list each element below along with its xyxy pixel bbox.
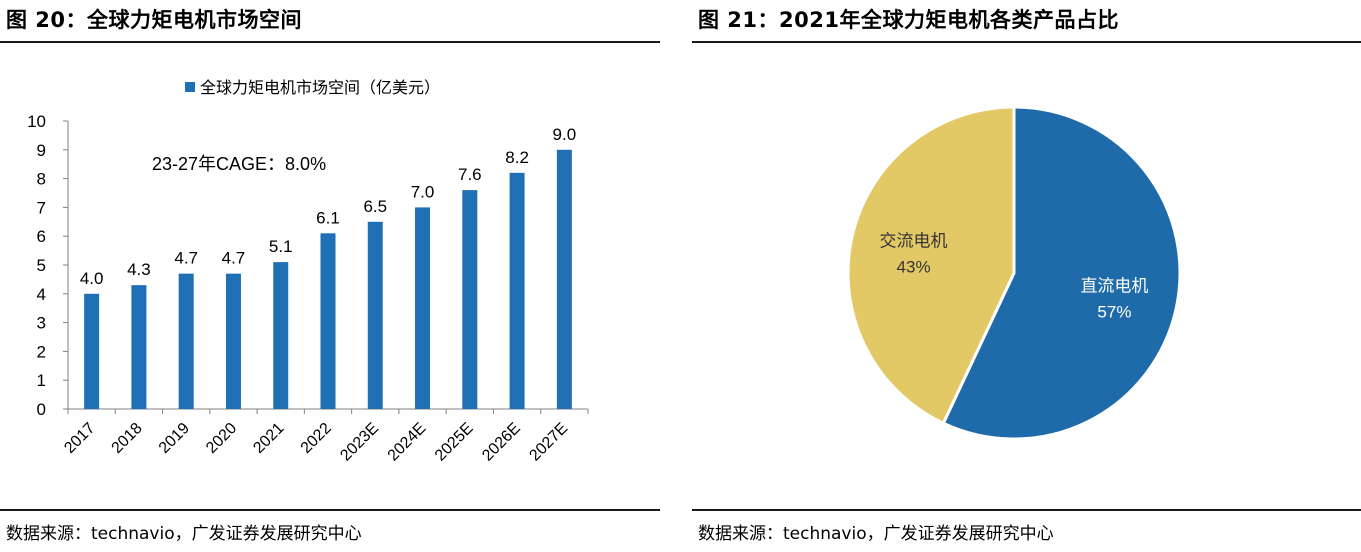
- data-label: 7.0: [411, 182, 435, 201]
- pie-chart-panel: 图 21：2021年全球力矩电机各类产品占比 直流电机 57% 交流电机 43% 数据…: [692, 0, 1361, 552]
- title-rule: [0, 41, 660, 43]
- bar: [320, 233, 336, 409]
- x-tick-label: 2020: [203, 420, 240, 457]
- bar: [84, 293, 100, 409]
- data-label: 4.0: [80, 269, 104, 288]
- bar: [367, 221, 383, 409]
- y-tick-label: 10: [27, 112, 46, 131]
- data-label: 5.1: [269, 237, 293, 256]
- bar: [462, 190, 478, 409]
- x-tick-label: 2026E: [479, 420, 524, 465]
- x-tick-label: 2018: [109, 420, 146, 457]
- y-tick-label: 8: [37, 170, 46, 189]
- bar: [556, 149, 572, 410]
- x-tick-label: 2022: [298, 420, 335, 457]
- data-label: 7.6: [458, 165, 482, 184]
- slice-percent: 57%: [1097, 302, 1131, 321]
- x-tick-label: 2025E: [432, 420, 477, 465]
- y-tick-label: 2: [37, 342, 46, 361]
- y-tick-label: 6: [37, 227, 46, 246]
- y-tick-label: 1: [37, 371, 46, 390]
- bar: [415, 207, 431, 409]
- x-tick-label: 2027E: [526, 420, 571, 465]
- data-label: 6.5: [363, 197, 387, 216]
- y-tick-label: 4: [37, 285, 46, 304]
- bar: [273, 262, 289, 409]
- pie-slice: [941, 105, 1182, 441]
- source-rule: [692, 509, 1361, 511]
- y-tick-label: 0: [37, 400, 46, 419]
- data-label: 4.3: [127, 260, 151, 279]
- legend: 全球力矩电机市场空间（亿美元）: [185, 79, 440, 97]
- title-rule: [692, 41, 1361, 43]
- pie-slice: [846, 105, 1016, 426]
- figure-title: 图 21：2021年全球力矩电机各类产品占比: [698, 8, 1119, 32]
- data-label: 4.7: [222, 249, 246, 268]
- source-note: 数据来源：technavio，广发证券发展研究中心: [698, 524, 1054, 544]
- y-tick-label: 7: [37, 198, 46, 217]
- source-rule: [0, 509, 660, 511]
- x-tick-label: 2024E: [385, 420, 430, 465]
- x-tick-label: 2019: [156, 420, 193, 457]
- y-tick-label: 9: [37, 141, 46, 160]
- x-tick-label: 2023E: [337, 420, 382, 465]
- slice-label: 交流电机: [880, 232, 948, 251]
- source-note: 数据来源：technavio，广发证券发展研究中心: [6, 524, 362, 544]
- figure-title: 图 20：全球力矩电机市场空间: [6, 8, 303, 32]
- bar: [225, 273, 241, 409]
- bar: [178, 273, 194, 409]
- y-tick-label: 3: [37, 314, 46, 333]
- x-tick-label: 2021: [250, 420, 287, 457]
- pie-chart: 直流电机 57% 交流电机 43%: [846, 105, 1182, 441]
- bar-chart-panel: 图 20：全球力矩电机市场空间 全球力矩电机市场空间（亿美元） 0 1 2 3 4 5 6 7 8…: [0, 0, 660, 552]
- cagr-annotation: 23-27年CAGE：8.0%: [152, 154, 326, 174]
- slice-label: 直流电机: [1080, 276, 1148, 295]
- bar-chart: 全球力矩电机市场空间（亿美元） 0 1 2 3 4 5 6 7 8 9 10 4.0 2017 4.3 201…: [27, 79, 589, 465]
- legend-label: 全球力矩电机市场空间（亿美元）: [200, 79, 440, 97]
- x-tick-label: 2017: [61, 420, 98, 457]
- slice-percent: 43%: [897, 258, 931, 277]
- data-label: 8.2: [505, 148, 529, 167]
- y-tick-label: 5: [37, 256, 46, 275]
- bar: [509, 172, 525, 409]
- bar: [131, 285, 147, 409]
- data-label: 4.7: [174, 249, 198, 268]
- data-label: 6.1: [316, 208, 340, 227]
- legend-swatch: [185, 82, 195, 92]
- data-label: 9.0: [553, 125, 577, 144]
